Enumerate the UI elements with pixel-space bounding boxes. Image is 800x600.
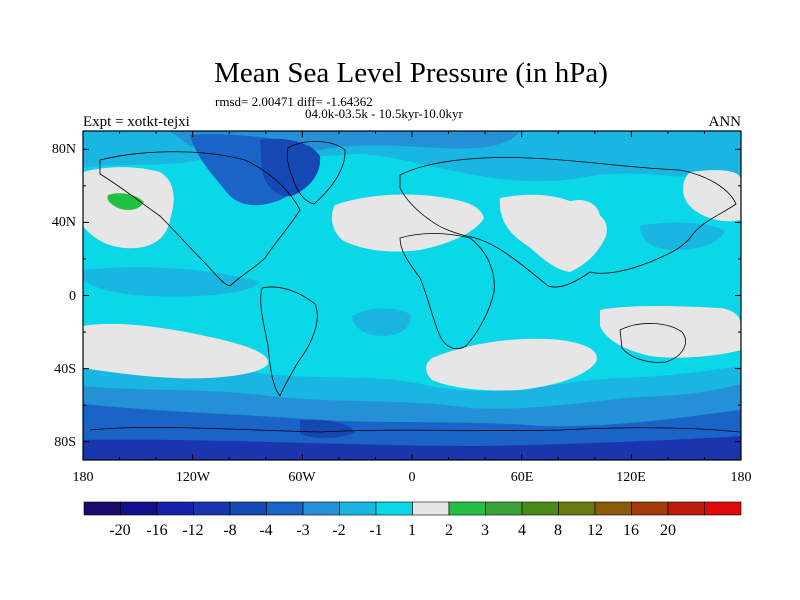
colorbar-swatch (302, 501, 340, 516)
colorbar-swatch (667, 501, 705, 516)
coast-south-america (260, 286, 318, 397)
y-axis-labels: 80N 40N 0 40S 80S (52, 142, 76, 450)
coast-greenland (286, 141, 346, 205)
y-tick-label: 80N (52, 142, 76, 157)
x-tick-label: 0 (409, 470, 416, 485)
colorbar-label: -1 (369, 522, 382, 539)
colorbar-swatch (631, 501, 669, 516)
colorbar-labels: -20 -16 -12 -8 -4 -3 -2 -1 1 2 3 4 8 12 … (109, 522, 676, 539)
colorbar-label: 3 (481, 522, 489, 539)
colorbar-swatch (266, 501, 304, 516)
period-label: 04.0k-03.5k - 10.5kyr-10.0kyr (305, 106, 464, 121)
coast-eurasia (399, 157, 737, 288)
stats-label: rmsd= 2.00471 diff= -1.64362 (215, 94, 373, 109)
neutral-south-atlantic-indian (426, 338, 597, 391)
colorbar-swatch (156, 501, 194, 516)
colorbar-label: 20 (660, 522, 676, 539)
x-tick-label: 120E (616, 470, 646, 485)
coast-antarctica (89, 427, 741, 433)
colorbar-label: 12 (587, 522, 603, 539)
colorbar-swatch (704, 501, 742, 516)
colorbar-swatch (375, 501, 413, 516)
colorbar-swatch (448, 501, 486, 516)
x-tick-label: 180 (731, 470, 752, 485)
y-tick-label: 40N (52, 215, 76, 230)
colorbar-swatch (521, 501, 559, 516)
neutral-australia-pacific (600, 306, 741, 358)
y-tick-label: 80S (54, 435, 76, 450)
colorbar-swatch (558, 501, 596, 516)
coast-australia (619, 323, 686, 363)
coast-north-america (99, 151, 301, 287)
coastlines (89, 141, 741, 433)
colorbar-swatch (485, 501, 523, 516)
neutral-asia-east (568, 199, 600, 226)
pressure-field (83, 131, 741, 460)
colorbar-swatch (83, 501, 121, 516)
colorbar-label: -4 (259, 522, 272, 539)
colorbar-label: 4 (518, 522, 526, 539)
colorbar-label: -8 (223, 522, 236, 539)
x-tick-label: 120W (176, 470, 211, 485)
colorbar-label: 2 (445, 522, 453, 539)
x-tick-label: 180 (73, 470, 94, 485)
colorbar-label: -12 (182, 522, 203, 539)
y-tick-label: 40S (54, 362, 76, 377)
experiment-label: Expt = xotkt-tejxi (83, 114, 190, 130)
colorbar-swatch (412, 501, 450, 516)
colorbar-label: 1 (408, 522, 416, 539)
x-axis-labels: 180 120W 60W 0 60E 120E 180 (73, 470, 752, 485)
colorbar-label: -16 (146, 522, 167, 539)
colorbar-label: 16 (623, 522, 639, 539)
y-tick-label: 0 (69, 289, 76, 304)
neutral-south-pacific (83, 323, 269, 379)
plot-title: Mean Sea Level Pressure (in hPa) (214, 57, 608, 89)
colorbar-label: -2 (332, 522, 345, 539)
axis-ticks (82, 131, 742, 460)
coast-africa (399, 233, 495, 350)
colorbar-label: -20 (109, 522, 130, 539)
colorbar-swatch (594, 501, 632, 516)
x-tick-label: 60W (288, 470, 316, 485)
neutral-pacific-nw (682, 170, 741, 222)
colorbar-label: -3 (296, 522, 309, 539)
low-indian (640, 222, 725, 250)
greenland-low (260, 138, 321, 197)
season-label: ANN (709, 114, 742, 130)
antarctic-low (300, 419, 355, 439)
colorbar-swatch (120, 501, 158, 516)
low-south-atlantic (352, 308, 411, 336)
colorbar (83, 501, 742, 516)
colorbar-label: 8 (554, 522, 562, 539)
x-tick-label: 60E (511, 470, 534, 485)
antarctic-low-2 (83, 436, 741, 460)
neutral-north-atlantic (331, 194, 484, 252)
colorbar-swatch (339, 501, 377, 516)
colorbar-swatch (193, 501, 231, 516)
colorbar-swatch (229, 501, 267, 516)
